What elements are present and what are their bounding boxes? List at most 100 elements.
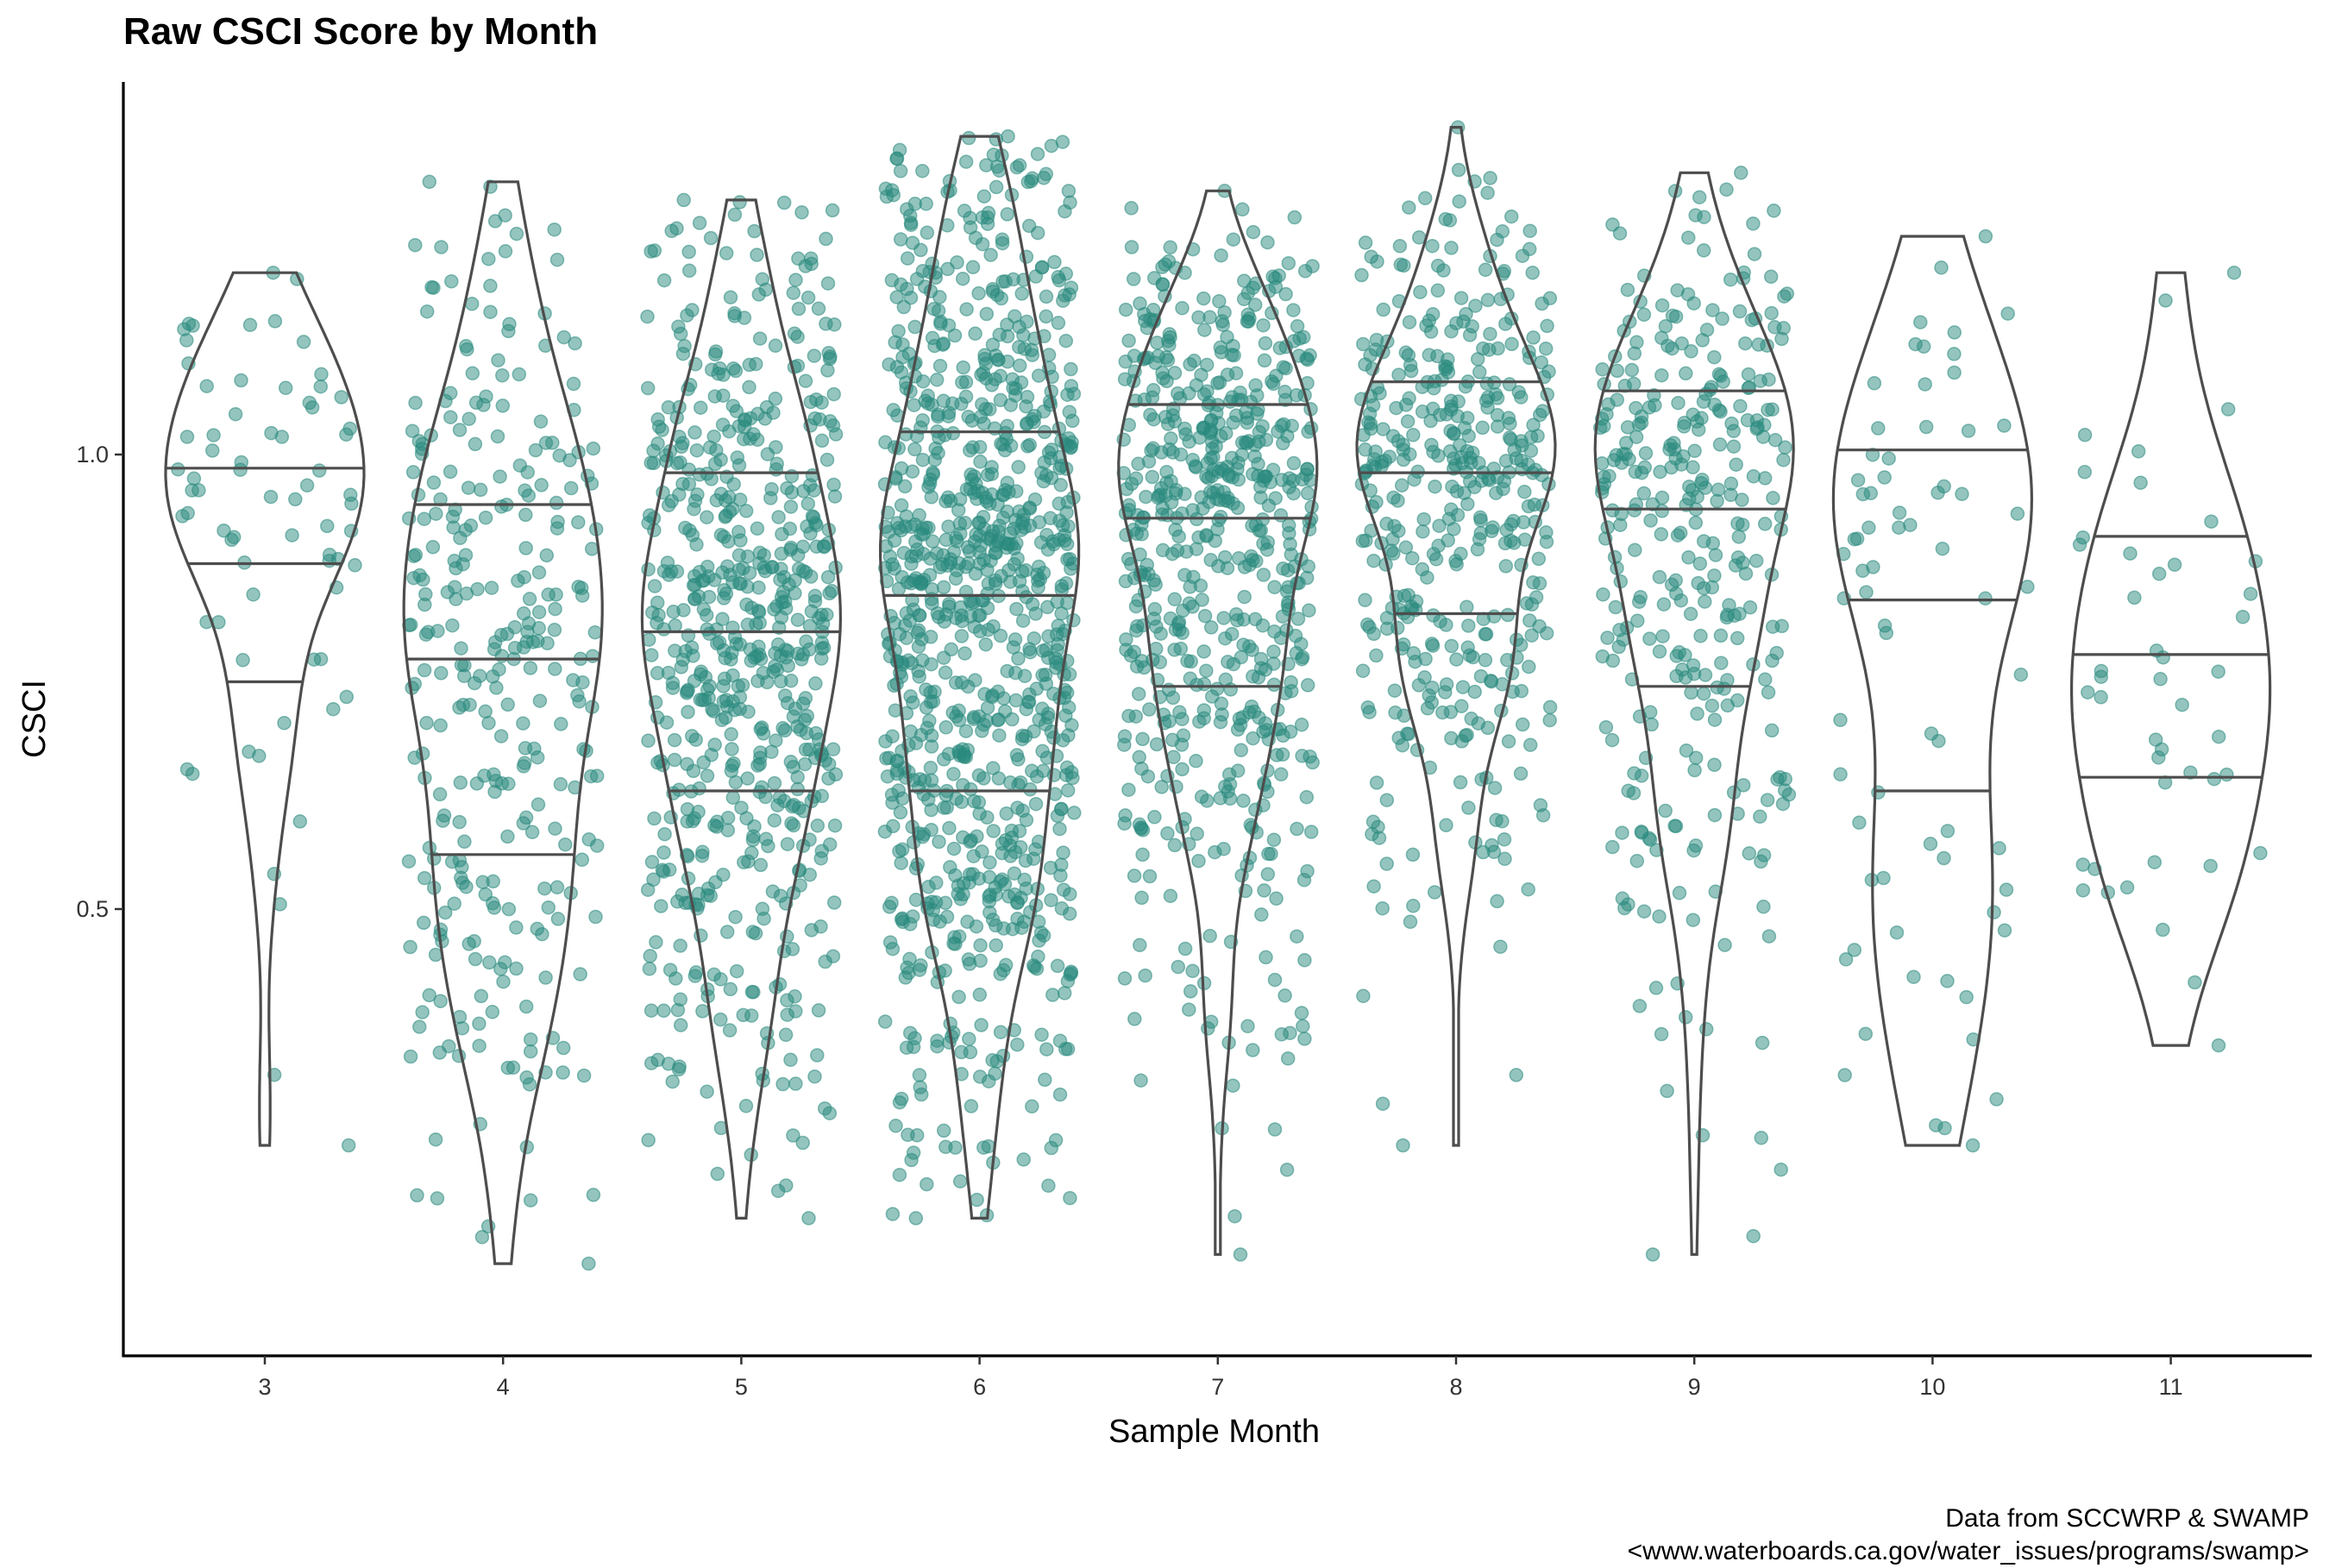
data-point xyxy=(989,179,1004,195)
data-point xyxy=(419,715,434,731)
data-point xyxy=(1360,699,1376,715)
data-point xyxy=(664,223,679,239)
data-point xyxy=(1230,612,1245,628)
data-point xyxy=(1453,546,1468,561)
data-point xyxy=(1490,419,1505,434)
data-point xyxy=(1517,484,1532,499)
data-point xyxy=(1699,323,1715,337)
data-point xyxy=(1668,586,1684,601)
data-point xyxy=(472,1038,487,1053)
data-point xyxy=(942,1035,957,1050)
data-point xyxy=(912,1068,927,1082)
data-point xyxy=(442,1038,456,1054)
data-point xyxy=(1167,414,1183,429)
data-point xyxy=(1146,271,1162,285)
data-point xyxy=(419,304,435,319)
data-point xyxy=(656,273,672,288)
data-point xyxy=(1444,323,1459,339)
data-point xyxy=(723,982,738,997)
data-point xyxy=(418,627,434,643)
data-point xyxy=(1447,425,1461,441)
data-point xyxy=(1290,821,1304,837)
data-point xyxy=(574,580,589,596)
data-point xyxy=(562,453,577,467)
data-point xyxy=(1246,1043,1260,1057)
data-point xyxy=(707,389,723,404)
data-point xyxy=(827,818,843,833)
data-point xyxy=(1370,254,1384,269)
data-point xyxy=(675,436,690,451)
data-point xyxy=(1283,536,1297,552)
data-point xyxy=(426,475,442,490)
data-point xyxy=(1460,640,1475,655)
data-point xyxy=(1707,568,1722,583)
data-point xyxy=(416,915,431,931)
data-point xyxy=(972,1069,988,1084)
data-point xyxy=(1127,644,1142,660)
data-point xyxy=(1011,460,1026,474)
data-point xyxy=(1014,920,1029,935)
data-point xyxy=(2226,265,2242,280)
data-point xyxy=(769,733,783,748)
data-point xyxy=(780,837,795,851)
data-point xyxy=(902,1025,918,1040)
data-point xyxy=(810,818,826,833)
data-point xyxy=(1726,439,1742,454)
data-point xyxy=(693,400,708,415)
data-point xyxy=(1228,366,1244,380)
data-point xyxy=(959,302,974,317)
data-point xyxy=(449,561,463,576)
data-point xyxy=(720,559,735,574)
data-point xyxy=(1658,803,1673,818)
data-point xyxy=(694,848,710,863)
data-point xyxy=(710,636,725,651)
data-point xyxy=(752,331,768,346)
data-point xyxy=(278,380,293,396)
data-point xyxy=(662,963,678,977)
data-point xyxy=(643,455,658,470)
data-point xyxy=(1256,568,1271,582)
data-point xyxy=(1626,376,1642,392)
data-point xyxy=(437,905,453,920)
data-point xyxy=(716,867,731,882)
data-point xyxy=(532,693,548,708)
data-point xyxy=(800,496,816,511)
data-point xyxy=(1444,241,1459,255)
data-point xyxy=(1935,541,1950,556)
data-point xyxy=(771,510,786,524)
data-point xyxy=(288,492,303,507)
data-point xyxy=(901,965,916,981)
data-point xyxy=(1394,478,1409,493)
data-point xyxy=(408,395,423,411)
data-point xyxy=(893,164,908,179)
data-point xyxy=(1204,689,1220,704)
data-point xyxy=(1117,737,1132,752)
data-point xyxy=(1916,339,1931,354)
data-point xyxy=(1183,580,1197,594)
data-point xyxy=(984,378,1000,392)
data-point xyxy=(733,533,748,548)
data-point xyxy=(1620,282,1635,298)
data-point xyxy=(1522,659,1536,674)
data-point xyxy=(676,603,691,618)
data-point xyxy=(1303,825,1319,839)
data-point xyxy=(957,516,973,530)
data-point xyxy=(801,1211,816,1226)
data-point xyxy=(1389,400,1403,416)
data-point xyxy=(1428,552,1444,567)
data-point xyxy=(1402,315,1417,329)
data-point xyxy=(1686,843,1701,858)
data-point xyxy=(1299,789,1315,805)
data-point xyxy=(1406,646,1422,661)
data-point xyxy=(1924,726,1939,741)
data-point xyxy=(1751,337,1766,352)
data-point xyxy=(1267,1122,1283,1137)
data-point xyxy=(1687,443,1702,459)
data-point xyxy=(1220,329,1234,345)
data-point xyxy=(731,548,747,563)
data-point xyxy=(1742,600,1758,615)
data-point xyxy=(1681,230,1696,245)
data-point xyxy=(800,290,816,305)
data-point xyxy=(1457,486,1472,500)
data-point xyxy=(778,1027,794,1043)
